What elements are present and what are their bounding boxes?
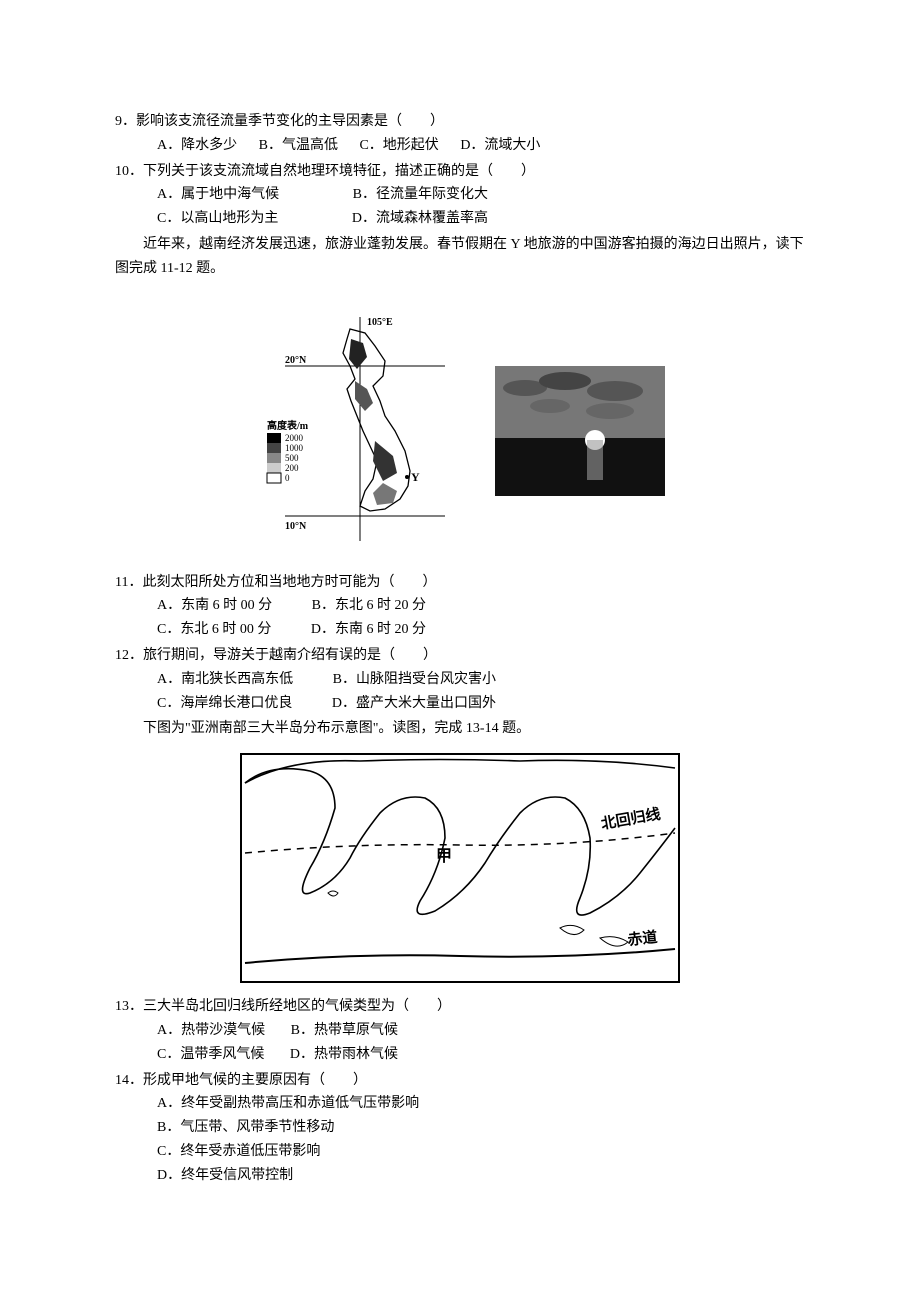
question-10: 10．下列关于该支流流域自然地理环境特征，描述正确的是（ ） A．属于地中海气候…	[115, 160, 805, 231]
vietnam-map-icon: 105°E 20°N 10°N Y 高度表/m 2000 1000 500 20…	[255, 311, 465, 551]
q9-opt-c: C．地形起伏	[359, 134, 438, 158]
q9-opt-a: A．降水多少	[157, 134, 237, 158]
q14-stem: 14．形成甲地气候的主要原因有（ ）	[115, 1069, 805, 1093]
y-label: Y	[411, 470, 420, 484]
question-9: 9．影响该支流径流量季节变化的主导因素是（ ） A．降水多少 B．气温高低 C．…	[115, 110, 805, 158]
q13-opt-a: A．热带沙漠气候	[157, 1019, 265, 1043]
q13-opt-b: B．热带草原气候	[291, 1019, 398, 1043]
lat20-label: 20°N	[285, 355, 307, 366]
q14-opt-a: A．终年受副热带高压和赤道低气压带影响	[115, 1092, 805, 1116]
q12-opt-b: B．山脉阻挡受台风灾害小	[333, 668, 496, 692]
q12-options: A．南北狭长西高东低 B．山脉阻挡受台风灾害小 C．海岸绵长港口优良 D．盛产大…	[115, 668, 805, 716]
q11-opt-a: A．东南 6 时 00 分	[157, 594, 272, 618]
lon-label: 105°E	[367, 317, 393, 328]
svg-text:0: 0	[285, 473, 290, 483]
legend-title: 高度表/m	[267, 419, 309, 432]
q10-opt-d: D．流域森林覆盖率高	[352, 207, 488, 231]
figure-row-vietnam: 105°E 20°N 10°N Y 高度表/m 2000 1000 500 20…	[115, 311, 805, 551]
q12-opt-c: C．海岸绵长港口优良	[157, 692, 292, 716]
q11-opt-d: D．东南 6 时 20 分	[311, 618, 426, 642]
q10-options: A．属于地中海气候 B．径流量年际变化大 C．以高山地形为主 D．流域森林覆盖率…	[115, 183, 805, 231]
q10-stem: 10．下列关于该支流流域自然地理环境特征，描述正确的是（ ）	[115, 160, 805, 184]
q13-options: A．热带沙漠气候 B．热带草原气候 C．温带季风气候 D．热带雨林气候	[115, 1019, 805, 1067]
q12-opt-d: D．盛产大米大量出口国外	[332, 692, 496, 716]
q9-opt-b: B．气温高低	[259, 134, 338, 158]
q11-opt-c: C．东北 6 时 00 分	[157, 618, 271, 642]
q10-opt-a: A．属于地中海气候	[157, 183, 279, 207]
q9-opt-d: D．流域大小	[460, 134, 540, 158]
svg-text:200: 200	[285, 463, 299, 473]
intro-13-14: 下图为"亚洲南部三大半岛分布示意图"。读图，完成 13-14 题。	[115, 717, 805, 741]
lat10-label: 10°N	[285, 521, 307, 532]
question-11: 11．此刻太阳所处方位和当地地方时可能为（ ） A．东南 6 时 00 分 B．…	[115, 571, 805, 642]
figure-asia-map: 北回归线 赤道 甲	[115, 753, 805, 983]
q9-stem: 9．影响该支流径流量季节变化的主导因素是（ ）	[115, 110, 805, 134]
question-14: 14．形成甲地气候的主要原因有（ ） A．终年受副热带高压和赤道低气压带影响 B…	[115, 1069, 805, 1188]
q12-stem: 12．旅行期间，导游关于越南介绍有误的是（ ）	[115, 644, 805, 668]
q14-opt-b: B．气压带、风带季节性移动	[115, 1116, 805, 1140]
q14-opt-d: D．终年受信风带控制	[115, 1164, 805, 1188]
q9-options: A．降水多少 B．气温高低 C．地形起伏 D．流域大小	[115, 134, 805, 158]
q12-opt-a: A．南北狭长西高东低	[157, 668, 293, 692]
q10-opt-c: C．以高山地形为主	[157, 207, 278, 231]
q11-opt-b: B．东北 6 时 20 分	[312, 594, 426, 618]
sunrise-photo-icon	[495, 366, 665, 496]
q14-opt-c: C．终年受赤道低压带影响	[115, 1140, 805, 1164]
svg-text:500: 500	[285, 453, 299, 463]
q13-stem: 13．三大半岛北回归线所经地区的气候类型为（ ）	[115, 995, 805, 1019]
asia-peninsula-map-icon: 北回归线 赤道 甲	[240, 753, 680, 983]
question-12: 12．旅行期间，导游关于越南介绍有误的是（ ） A．南北狭长西高东低 B．山脉阻…	[115, 644, 805, 715]
q10-opt-b: B．径流量年际变化大	[353, 183, 488, 207]
svg-text:1000: 1000	[285, 443, 304, 453]
q13-opt-c: C．温带季风气候	[157, 1043, 264, 1067]
intro-11-12: 近年来，越南经济发展迅速，旅游业蓬勃发展。春节假期在 Y 地旅游的中国游客拍摄的…	[115, 233, 805, 281]
q11-stem: 11．此刻太阳所处方位和当地地方时可能为（ ）	[115, 571, 805, 595]
jia-label: 甲	[436, 847, 452, 865]
q11-options: A．东南 6 时 00 分 B．东北 6 时 20 分 C．东北 6 时 00 …	[115, 594, 805, 642]
question-13: 13．三大半岛北回归线所经地区的气候类型为（ ） A．热带沙漠气候 B．热带草原…	[115, 995, 805, 1066]
svg-text:2000: 2000	[285, 433, 304, 443]
q13-opt-d: D．热带雨林气候	[290, 1043, 398, 1067]
